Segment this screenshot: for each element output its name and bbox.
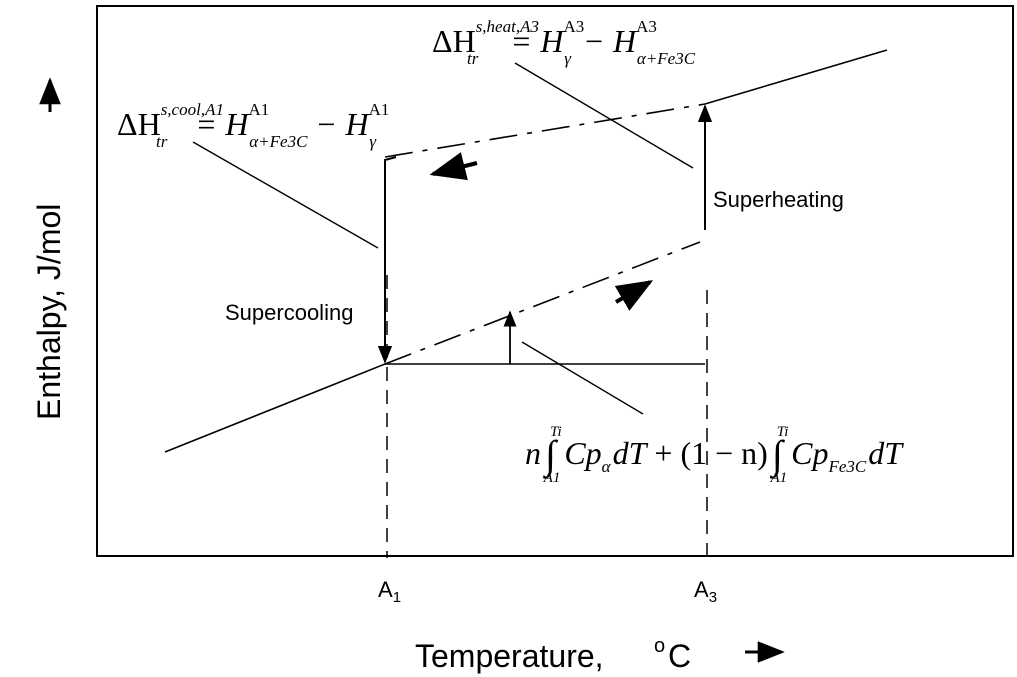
- a1-tick-label: A1: [378, 577, 401, 606]
- cool-equation: ΔHs,cool,A1 tr = HA1 α+Fe3C − HA1 γ: [117, 100, 389, 151]
- x-axis-unit-degree: o: [654, 635, 665, 657]
- alpha-fe3c-enthalpy-line: [164, 363, 386, 453]
- y-axis-label: Enthalpy, J/mol: [31, 204, 67, 420]
- heat-equation-leader: [514, 62, 694, 169]
- supercooling-label: Supercooling: [225, 300, 353, 325]
- heating-dashdot-line: [384, 241, 701, 365]
- plot-frame: [96, 5, 1014, 557]
- heating-direction-arrow: [614, 280, 654, 311]
- x-axis-unit: C: [668, 638, 691, 674]
- cool-equation-leader: [192, 141, 379, 249]
- a3-tick-label: A3: [694, 577, 717, 606]
- supercooling-arrow: [377, 156, 397, 364]
- gamma-enthalpy-line: [704, 49, 888, 105]
- integral-equation-leader: [521, 341, 644, 415]
- integral-equation: n ∫Ti A1CpαdT + (1 − n) ∫Ti A1CpFe3CdT: [525, 424, 904, 486]
- x-axis-label: Temperature,: [415, 638, 604, 674]
- cooling-dashdot-line: [384, 103, 706, 158]
- heat-equation: ΔHs,heat,A3 tr = HA3 γ − HA3 α+Fe3C: [432, 17, 696, 68]
- cooling-direction-arrow: [429, 152, 478, 181]
- superheating-label: Superheating: [713, 187, 844, 212]
